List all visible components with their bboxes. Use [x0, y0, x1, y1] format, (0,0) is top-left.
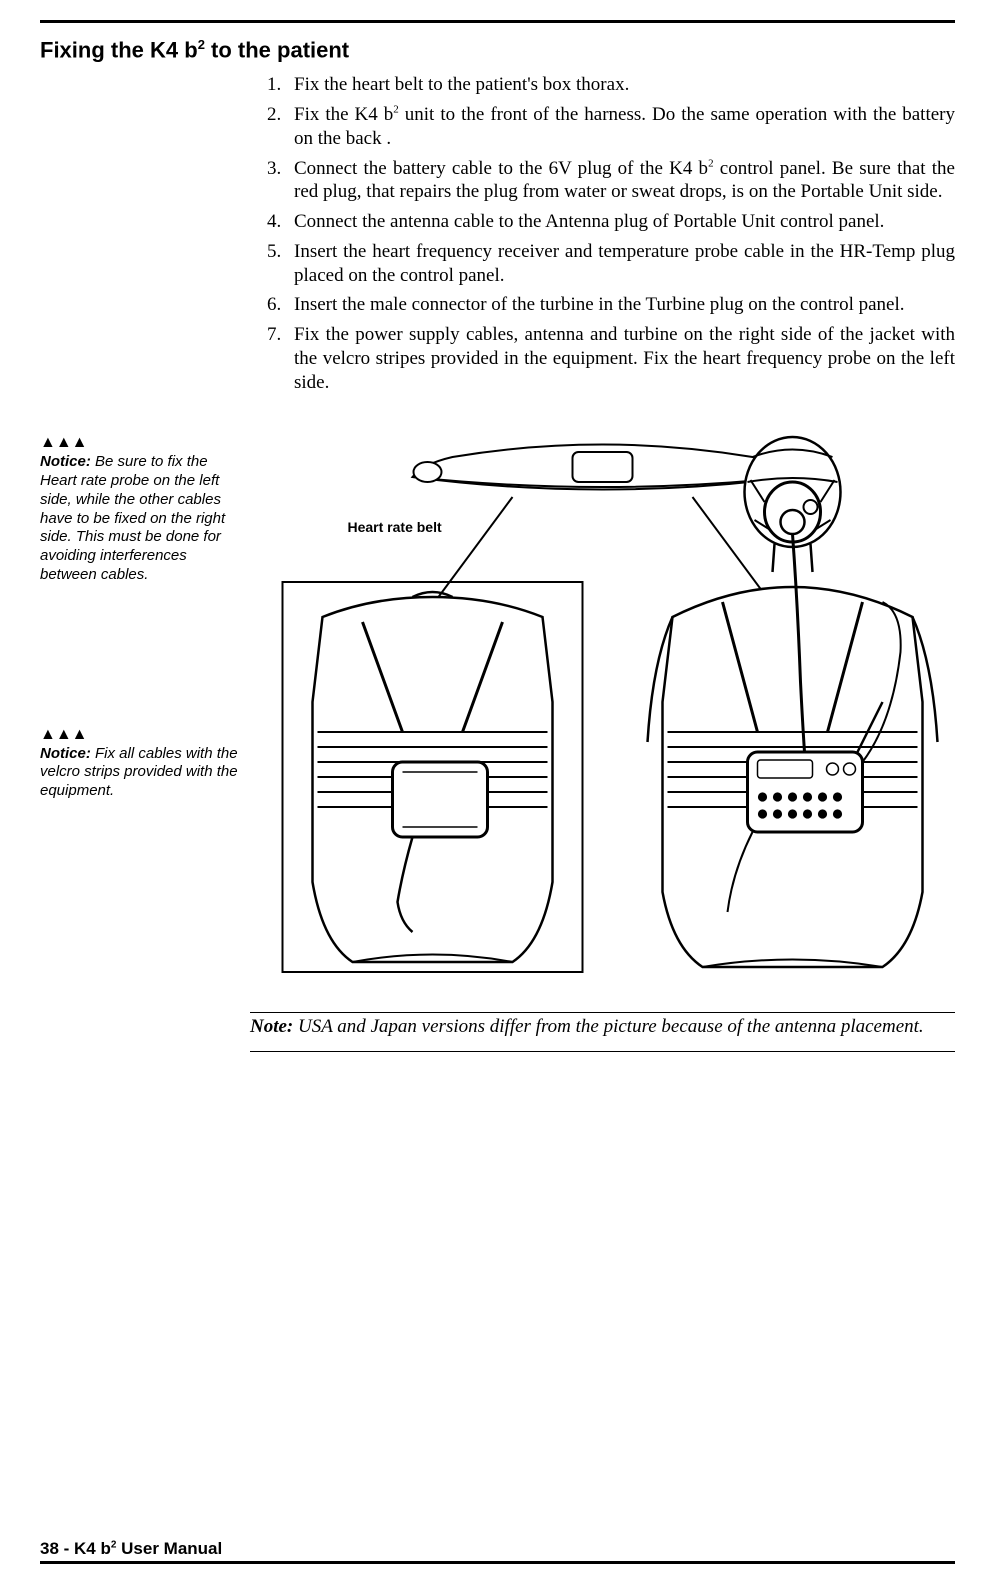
note-bottom-rule [250, 1051, 955, 1052]
note-text: USA and Japan versions differ from the p… [293, 1016, 923, 1037]
notice-1-body: Notice: Be sure to fix the Heart rate pr… [40, 453, 240, 584]
footer-rule [40, 1561, 955, 1564]
notice-1-label: Notice: [40, 453, 91, 470]
notice-1: ▲▲▲ Notice: Be sure to fix the Heart rat… [40, 433, 240, 584]
notice-2: ▲▲▲ Notice: Fix all cables with the velc… [40, 725, 240, 801]
step-3: Connect the battery cable to the 6V plug… [286, 157, 955, 205]
torso-back-icon [283, 582, 583, 972]
top-rule [40, 20, 955, 23]
notice-1-text: Be sure to fix the Heart rate probe on t… [40, 453, 225, 583]
step-5: Insert the heart frequency receiver and … [286, 240, 955, 288]
content-wrap: ▲▲▲ Notice: Be sure to fix the Heart rat… [40, 73, 955, 1052]
step-3a: Connect the battery cable to the 6V plug… [294, 158, 708, 179]
side-spacer-1 [40, 73, 240, 433]
title-suffix: to the patient [205, 37, 349, 62]
section-title: Fixing the K4 b2 to the patient [40, 37, 955, 63]
step-2: Fix the K4 b2 unit to the front of the h… [286, 103, 955, 151]
note-block: Note: USA and Japan versions differ from… [250, 1013, 955, 1041]
page-footer: 38 - K4 b2 User Manual [40, 1539, 955, 1564]
figure-illustration: Heart rate belt [250, 402, 955, 1002]
warning-triangles-icon: ▲▲▲ [40, 725, 240, 745]
step-7: Fix the power supply cables, antenna and… [286, 323, 955, 394]
side-spacer-2 [40, 585, 240, 725]
heart-rate-belt-icon [413, 445, 793, 490]
torso-front-icon [648, 437, 938, 967]
title-prefix: Fixing the K4 b [40, 37, 198, 62]
steps-list: Fix the heart belt to the patient's box … [250, 73, 955, 394]
main-column: Fix the heart belt to the patient's box … [250, 73, 955, 1052]
footer-text: 38 - K4 b2 User Manual [40, 1539, 955, 1561]
side-column: ▲▲▲ Notice: Be sure to fix the Heart rat… [40, 73, 250, 801]
warning-triangles-icon: ▲▲▲ [40, 433, 240, 453]
title-sup: 2 [198, 37, 205, 52]
notice-2-label: Notice: [40, 745, 91, 762]
step-4: Connect the antenna cable to the Antenna… [286, 210, 955, 234]
footer-suffix: User Manual [116, 1539, 222, 1558]
step-1: Fix the heart belt to the patient's box … [286, 73, 955, 97]
step-6: Insert the male connector of the turbine… [286, 293, 955, 317]
footer-page: 38 - K4 b [40, 1539, 111, 1558]
notice-2-body: Notice: Fix all cables with the velcro s… [40, 745, 240, 801]
note-label: Note: [250, 1016, 293, 1037]
heart-rate-belt-label: Heart rate belt [348, 519, 442, 535]
harness-diagram-svg: Heart rate belt [250, 402, 955, 1002]
step-2a: Fix the K4 b [294, 104, 393, 125]
